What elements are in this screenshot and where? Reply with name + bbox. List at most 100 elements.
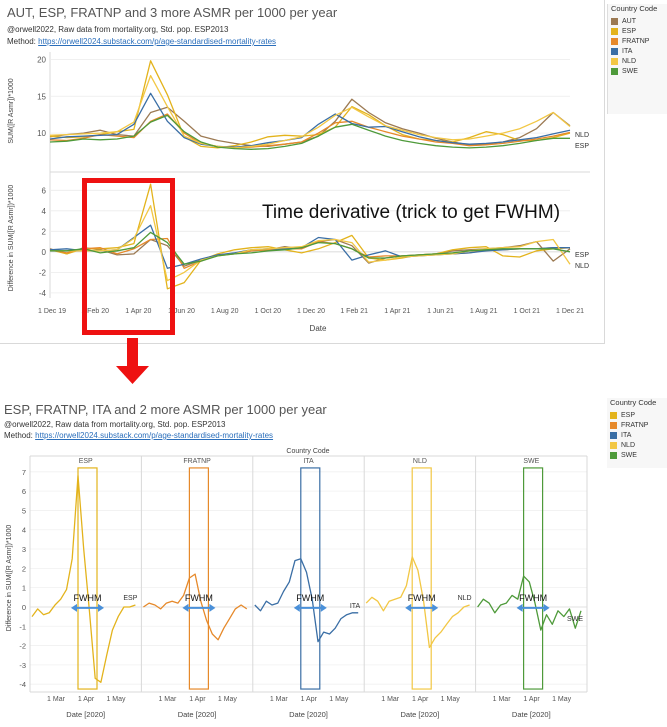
top-chart-method: Method: https://orwell2024.substack.com/…: [7, 37, 276, 46]
y-tick-label: 10: [37, 129, 46, 138]
y-axis-label: Difference in SUM([R Asmr])*1000: [8, 185, 15, 292]
arrowhead-left-icon: [182, 603, 189, 612]
highlight-box: [82, 178, 175, 335]
fwhm-label: FWHM: [74, 593, 102, 603]
y-tick-label: 2: [22, 564, 26, 573]
legend-item-swe[interactable]: SWE: [611, 66, 667, 76]
arrowhead-right-icon: [98, 603, 104, 612]
legend-title: Country Code: [610, 398, 657, 407]
x-tick-label: 1 Apr: [78, 696, 95, 703]
legend-item-ita[interactable]: ITA: [611, 46, 667, 56]
legend-item-swe[interactable]: SWE: [610, 450, 667, 460]
x-tick-label: 1 Oct 21: [514, 308, 541, 315]
y-tick-label: 6: [22, 487, 26, 496]
x-tick-label: 1 Mar: [270, 696, 289, 703]
x-tick-label: 1 Mar: [493, 696, 512, 703]
fwhm-label: FWHM: [185, 593, 213, 603]
method-link[interactable]: https://orwell2024.substack.com/p/age-st…: [35, 431, 274, 440]
legend-item-fratnp[interactable]: FRATNP: [610, 420, 667, 430]
legend-swatch: [611, 67, 618, 75]
arrowhead-right-icon: [320, 603, 327, 612]
y-tick-label: 6: [42, 186, 47, 195]
y-tick-label: 3: [22, 545, 26, 554]
top-legend: Country Code AUT ESP FRATNP ITA NLD SWE: [607, 4, 667, 114]
x-tick-label: 1 May: [218, 696, 238, 703]
legend-label: ESP: [622, 27, 637, 35]
top-chart-credit: @orwell2022, Raw data from mortality.org…: [7, 25, 229, 34]
arrowhead-left-icon: [71, 603, 77, 612]
x-tick-label: 1 Apr: [301, 696, 318, 703]
top-chart-panel: AUT, ESP, FRATNP and 3 more ASMR per 100…: [0, 0, 605, 344]
x-tick-label: 1 Apr: [412, 696, 429, 703]
fwhm-box-fratnp: [188, 467, 209, 690]
series-line-ita: [49, 224, 570, 269]
series-line-swe: [49, 114, 570, 150]
legend-swatch: [611, 57, 618, 65]
y-tick-label: 20: [37, 55, 46, 64]
legend-item-esp[interactable]: ESP: [610, 410, 667, 420]
end-label-ita: ITA: [350, 603, 361, 610]
series-line-swe: [477, 575, 582, 631]
legend-label: ITA: [622, 47, 633, 55]
x-tick-label: 1 Aug 20: [211, 308, 239, 315]
x-tick-label: 1 Mar: [158, 696, 177, 703]
y-tick-label: 2: [42, 227, 47, 236]
y-tick-label: -2: [39, 268, 47, 277]
x-axis-label: Date [2020]: [512, 710, 551, 719]
legend-item-fratnp[interactable]: FRATNP: [611, 36, 667, 46]
legend-label: SWE: [622, 67, 638, 75]
legend-item-aut[interactable]: AUT: [611, 16, 667, 26]
legend-item-nld[interactable]: NLD: [611, 56, 667, 66]
x-axis-label: Date [2020]: [178, 710, 217, 719]
x-tick-label: 1 Apr: [523, 696, 540, 703]
x-tick-label: 1 Apr 21: [384, 308, 410, 315]
y-tick-label: 0: [42, 248, 47, 257]
end-label-esp: ESP: [575, 143, 589, 150]
bottom-chart-panel: ESP, FRATNP, ITA and 2 more ASMR per 100…: [0, 395, 604, 727]
x-tick-label: 1 Aug 21: [470, 308, 498, 315]
y-axis-label: Difference in SUM([R Asmr])*1000: [6, 525, 13, 632]
legend-item-ita[interactable]: ITA: [610, 430, 667, 440]
method-link[interactable]: https://orwell2024.substack.com/p/age-st…: [38, 37, 277, 46]
arrowhead-left-icon: [516, 603, 523, 612]
x-tick-label: 1 Jun 21: [427, 308, 454, 315]
end-label-nld: NLD: [575, 132, 589, 139]
y-tick-label: 4: [42, 207, 47, 216]
arrowhead-right-icon: [209, 603, 216, 612]
down-arrow-icon: [116, 338, 149, 384]
legend-item-esp[interactable]: ESP: [611, 26, 667, 36]
series-line-fratnp: [49, 113, 571, 149]
x-tick-label: 1 Feb 20: [81, 308, 109, 315]
legend-swatch: [610, 421, 617, 429]
x-axis-label: Date [2020]: [289, 710, 328, 719]
x-tick-label: 1 Oct 20: [255, 308, 282, 315]
series-line-nld: [49, 74, 571, 149]
y-tick-label: 4: [22, 526, 26, 535]
legend-swatch: [611, 37, 618, 45]
legend-swatch: [611, 27, 618, 35]
series-line-swe: [50, 231, 571, 265]
series-line-nld: [365, 556, 470, 649]
x-tick-label: 1 Dec 20: [297, 308, 325, 315]
y-tick-label: 15: [37, 92, 46, 101]
arrowhead-right-icon: [432, 603, 439, 612]
x-tick-label: 1 Dec 21: [556, 308, 584, 315]
series-line-ita: [49, 92, 571, 148]
y-tick-label: 7: [22, 468, 26, 477]
method-label: Method:: [7, 37, 36, 46]
top-chart-svg: 10 15 20 SUM([R Asmr])*1000 -4 -2 0 2 4 6 Differen…: [8, 52, 590, 333]
y-tick-label: 5: [22, 506, 26, 515]
fwhm-label: FWHM: [296, 593, 324, 603]
legend-label: FRATNP: [621, 421, 649, 429]
legend-item-nld[interactable]: NLD: [610, 440, 667, 450]
bottom-chart-credit: @orwell2022, Raw data from mortality.org…: [4, 420, 226, 429]
y-axis-label: SUM([R Asmr])*1000: [8, 78, 15, 143]
end-label-nld: NLD: [575, 263, 589, 270]
legend-label: NLD: [621, 441, 636, 449]
fwhm-box-esp: [77, 467, 98, 690]
end-label-nld: NLD: [458, 595, 472, 602]
facet-header: Country Code: [286, 448, 329, 455]
bottom-legend: Country Code ESP FRATNP ITA NLD SWE: [607, 398, 667, 468]
bottom-chart-title: ESP, FRATNP, ITA and 2 more ASMR per 100…: [4, 402, 327, 417]
fwhm-label: FWHM: [408, 593, 436, 603]
